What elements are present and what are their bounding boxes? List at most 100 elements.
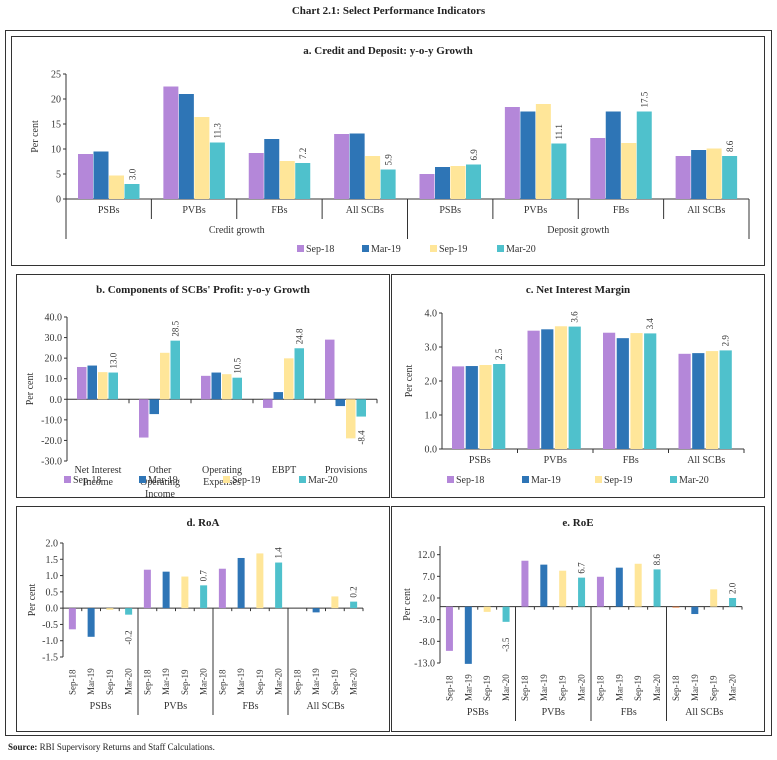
- x-category-label: FBs: [613, 205, 629, 216]
- legend-label-sep-19: Sep-19: [439, 244, 467, 255]
- x-category-label: EBPT: [272, 465, 296, 476]
- chart-title: c. Net Interest Margin: [526, 284, 630, 296]
- chart-credit-deposit-growth: a. Credit and Deposit: y-o-y Growth 0 5 10 1…: [30, 45, 750, 255]
- chart-title: d. RoA: [186, 517, 219, 529]
- data-label: 8.6: [652, 554, 662, 566]
- source-label: Source:: [8, 742, 38, 752]
- y-tick-label: 1.5: [46, 555, 59, 566]
- x-category-label: Operating: [140, 477, 180, 488]
- bar: [705, 351, 719, 449]
- data-label: 10.5: [233, 357, 243, 373]
- x-period-label: Sep-19: [330, 669, 340, 695]
- x-category-label: PSBs: [439, 205, 461, 216]
- legend-swatch-mar-20: [299, 476, 306, 483]
- data-label: 17.5: [640, 91, 650, 107]
- bar: [232, 377, 242, 400]
- chart-roa: d. RoA -1.5 -1.0 -0.5 0.0 0.5 1.0 1.5 2.0 Per cen…: [27, 517, 364, 715]
- y-tick-label: -8.0: [419, 637, 435, 648]
- bar: [295, 163, 311, 199]
- x-period-label: Mar-20: [501, 674, 511, 701]
- legend-swatch-sep-19: [595, 476, 602, 483]
- bar: [630, 333, 643, 449]
- bar: [170, 340, 180, 400]
- x-period-label: Sep-18: [671, 675, 681, 701]
- y-tick-label: -3.0: [419, 615, 435, 626]
- bar: [312, 608, 320, 613]
- x-period-label: Mar-20: [274, 668, 284, 695]
- x-category-label: PVBs: [182, 205, 205, 216]
- data-label: 2.0: [728, 582, 738, 594]
- bar: [419, 174, 435, 199]
- x-period-label: Sep-18: [595, 675, 605, 701]
- x-category-label: Net Interest: [75, 465, 122, 476]
- y-tick-label: 2.0: [425, 377, 438, 388]
- legend-swatch-mar-19: [362, 245, 369, 252]
- x-category-label: PSBs: [469, 455, 491, 466]
- y-tick-label: -20.0: [41, 436, 62, 447]
- bar: [209, 142, 225, 199]
- legend-swatch-mar-19: [139, 476, 146, 483]
- bar: [452, 366, 465, 449]
- source-text: RBI Supervisory Returns and Staff Calcul…: [39, 742, 215, 752]
- y-axis-title: Per cent: [27, 584, 38, 617]
- x-period-label: Mar-19: [236, 668, 246, 695]
- data-label: 8.6: [725, 140, 735, 152]
- bar: [672, 606, 680, 608]
- y-tick-label: 15: [51, 120, 61, 131]
- y-tick-label: 0.0: [425, 445, 438, 456]
- legend-label-mar-19: Mar-19: [531, 475, 561, 486]
- y-tick-label: 3.0: [425, 343, 438, 354]
- bar: [222, 374, 232, 400]
- chart-title: b. Components of SCBs' Profit: y-o-y Gro…: [96, 284, 310, 296]
- bar: [520, 111, 536, 199]
- panel-roe: e. RoE -13.0 -8.0 -3.0 2.0 7.0 12.0 Per cent Sep…: [391, 506, 765, 732]
- bar: [201, 375, 211, 400]
- group-label: PVBs: [164, 701, 187, 712]
- bar: [636, 111, 652, 199]
- y-axis-title: Per cent: [30, 120, 41, 153]
- bar: [535, 104, 551, 199]
- x-period-label: Mar-20: [652, 674, 662, 701]
- x-category-label: Provisions: [325, 465, 367, 476]
- y-tick-label: 20: [51, 95, 61, 106]
- bar: [93, 151, 109, 199]
- bar: [479, 365, 492, 449]
- data-label: 11.1: [554, 124, 564, 139]
- group-label: PSBs: [90, 701, 112, 712]
- x-category-label: All SCBs: [346, 205, 384, 216]
- legend-label-mar-20: Mar-20: [308, 475, 338, 486]
- x-period-label: Mar-20: [349, 668, 359, 695]
- x-category-label: All SCBs: [687, 205, 725, 216]
- figure-title: Chart 2.1: Select Performance Indicators: [291, 5, 486, 17]
- y-axis-title: Per cent: [25, 373, 36, 406]
- legend-swatch-mar-19: [522, 476, 529, 483]
- x-category-label: Expenses: [203, 477, 241, 488]
- bar: [729, 598, 737, 607]
- bar: [615, 567, 623, 607]
- y-tick-label: -13.0: [414, 659, 435, 670]
- bar: [178, 94, 194, 199]
- x-period-label: Mar-20: [577, 674, 587, 701]
- group-label: FBs: [621, 707, 637, 718]
- bar: [445, 606, 453, 651]
- x-category-label: FBs: [271, 205, 287, 216]
- data-label: 11.3: [213, 123, 223, 139]
- chart-profit-components: b. Components of SCBs' Profit: y-o-y Gro…: [25, 284, 378, 500]
- bar: [194, 117, 210, 199]
- data-label: 3.0: [127, 168, 137, 180]
- bar: [502, 606, 510, 622]
- panel-credit-deposit-growth: a. Credit and Deposit: y-o-y Growth 0 5 10 1…: [11, 36, 765, 266]
- bar: [334, 134, 350, 199]
- bar: [125, 608, 133, 615]
- legend-label-sep-18: Sep-18: [456, 475, 484, 486]
- bar: [616, 338, 629, 449]
- bar: [578, 577, 586, 607]
- x-period-label: Mar-20: [728, 674, 738, 701]
- x-period-label: Mar-19: [463, 674, 473, 701]
- legend-label-mar-20: Mar-20: [506, 244, 536, 255]
- bar: [200, 585, 208, 609]
- x-period-label: Sep-19: [558, 675, 568, 701]
- legend-label-mar-19: Mar-19: [371, 244, 401, 255]
- data-label: 28.5: [171, 320, 181, 336]
- chart-title: a. Credit and Deposit: y-o-y Growth: [303, 45, 472, 57]
